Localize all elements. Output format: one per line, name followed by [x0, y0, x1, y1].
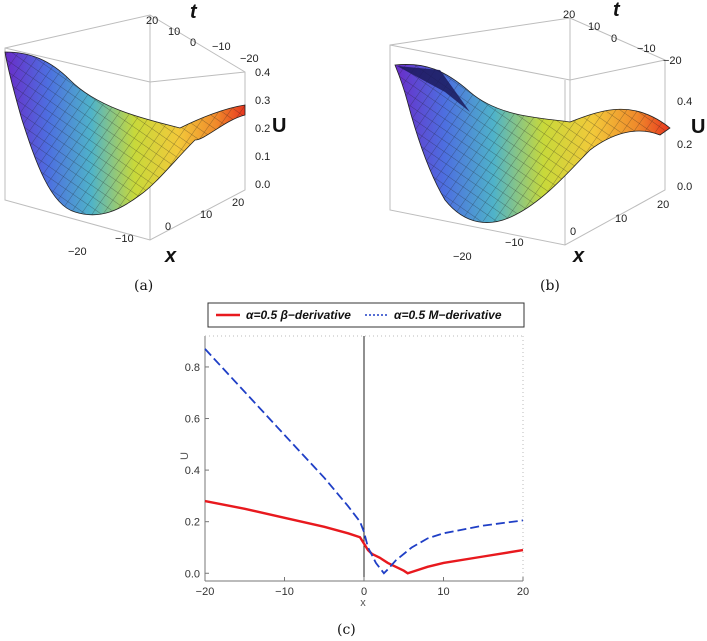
u-axis-label-b: U — [691, 116, 705, 138]
u-tick: 0.4 — [677, 96, 692, 108]
t-tick: −20 — [663, 55, 682, 67]
x-tick-label: −10 — [275, 586, 294, 598]
legend-label-m: α=0.5 M−derivative — [394, 308, 502, 322]
y-tick-label: 0.0 — [185, 568, 200, 580]
series-line-beta-derivative — [204, 499, 524, 575]
u-tick: 0.2 — [677, 139, 692, 151]
x-tick: 10 — [200, 209, 212, 221]
u-axis-label-a: U — [272, 115, 286, 137]
x-tick-label: 10 — [437, 586, 449, 598]
line-chart-svg: α=0.5 β−derivative α=0.5 M−derivative −2… — [179, 302, 529, 609]
series-line-m-derivative — [204, 348, 524, 575]
u-tick: 0.1 — [255, 151, 270, 163]
x-tick-label: 0 — [361, 586, 367, 598]
surface-plot-b: 20 10 0 −10 −20 t 0.4 0.2 0.0 U −20 −10 … — [385, 0, 707, 275]
t-tick: −10 — [637, 43, 656, 55]
t-tick: −10 — [212, 41, 231, 53]
t-axis-label-b: t — [613, 0, 621, 21]
x-tick: −20 — [453, 251, 472, 263]
y-tick-label: 0.8 — [185, 362, 200, 374]
x-axis-label-a: x — [164, 245, 177, 267]
u-tick: 0.0 — [255, 179, 270, 191]
surface-a-svg: 20 10 0 −10 −20 t 0.4 0.3 0.2 0.1 0.0 U … — [4, 1, 286, 267]
plot-series — [204, 348, 524, 575]
t-axis-ticks-b: 20 10 0 −10 −20 — [563, 9, 682, 67]
x-axis-ticks-b: −20 −10 0 10 20 — [453, 199, 669, 263]
u-tick: 0.2 — [255, 123, 270, 135]
x-axis-ticks-a: −20 −10 0 10 20 — [68, 197, 244, 258]
u-tick: 0.3 — [255, 95, 270, 107]
x-tick: −20 — [68, 246, 87, 258]
t-tick: 10 — [168, 26, 180, 38]
bounding-box-a — [4, 14, 246, 241]
caption-b: (b) — [540, 278, 560, 294]
u-axis-ticks-b: 0.4 0.2 0.0 — [677, 96, 692, 193]
legend: α=0.5 β−derivative α=0.5 M−derivative — [207, 302, 525, 328]
t-tick: 20 — [563, 9, 575, 21]
x-tick-label: 20 — [517, 586, 529, 598]
y-tick-label: 0.2 — [185, 517, 200, 529]
caption-c: (c) — [337, 622, 356, 638]
x-axis-label: x — [360, 597, 366, 609]
surface-b-svg: 20 10 0 −10 −20 t 0.4 0.2 0.0 U −20 −10 … — [389, 0, 705, 267]
u-axis-ticks-a: 0.4 0.3 0.2 0.1 0.0 — [255, 67, 270, 191]
x-tick: 20 — [657, 199, 669, 211]
y-axis-label: U — [179, 452, 191, 460]
u-tick: 0.0 — [677, 181, 692, 193]
x-tick: 20 — [232, 197, 244, 209]
t-tick: 10 — [588, 21, 600, 33]
y-tick-label: 0.6 — [185, 414, 200, 426]
x-tick-label: −20 — [196, 586, 215, 598]
x-tick: −10 — [505, 237, 524, 249]
x-tick: 0 — [165, 221, 171, 233]
t-axis-ticks-a: 20 10 0 −10 −20 — [146, 15, 259, 65]
x-tick: −10 — [115, 233, 134, 245]
t-axis-label-a: t — [190, 1, 198, 23]
u-tick: 0.4 — [255, 67, 270, 79]
x-axis-label-b: x — [572, 245, 585, 267]
x-tick: 0 — [570, 226, 576, 238]
y-tick-label: 0.4 — [185, 465, 200, 477]
surface-plot-a: 20 10 0 −10 −20 t 0.4 0.3 0.2 0.1 0.0 U … — [0, 0, 300, 275]
caption-a: (a) — [134, 278, 154, 294]
t-tick: 20 — [146, 15, 158, 27]
surface-b — [394, 64, 671, 223]
legend-label-beta: α=0.5 β−derivative — [246, 308, 351, 322]
t-tick: −20 — [240, 53, 259, 65]
t-tick: 0 — [190, 37, 196, 49]
t-tick: 0 — [611, 33, 617, 45]
x-tick: 10 — [615, 213, 627, 225]
surface-a — [4, 51, 246, 216]
plot-ticks: −20 −10 0 10 20 0.0 0.2 0.4 0.6 0.8 — [185, 362, 529, 598]
line-chart-c: α=0.5 β−derivative α=0.5 M−derivative −2… — [160, 296, 540, 618]
